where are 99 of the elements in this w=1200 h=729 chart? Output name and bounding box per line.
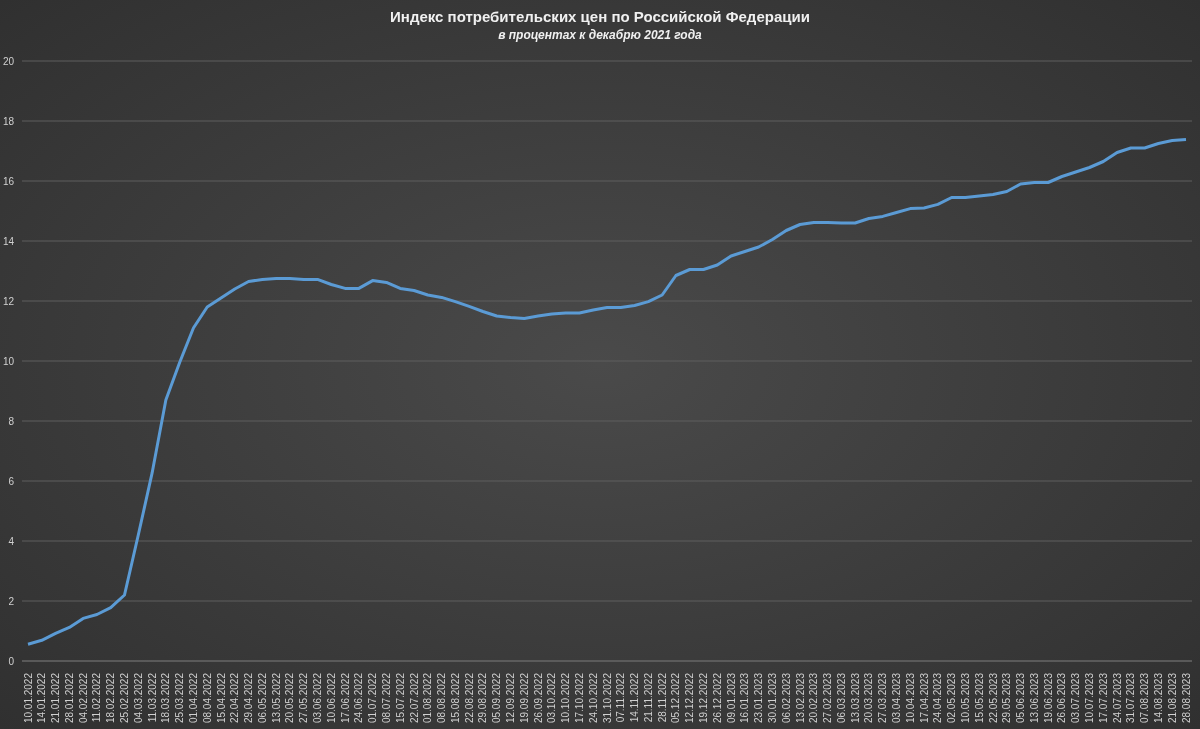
x-tick-label: 21.01.2022 <box>50 672 62 724</box>
x-tick-label: 10.01.2022 <box>22 672 34 724</box>
x-tick-label: 13.05.2022 <box>270 672 282 724</box>
x-tick-label: 28.08.2023 <box>1180 672 1192 724</box>
y-tick-label: 12 <box>2 295 15 307</box>
x-tick-label: 06.02.2023 <box>780 672 792 724</box>
x-tick-label: 18.03.2022 <box>160 672 172 724</box>
x-tick-label: 04.03.2022 <box>132 672 144 724</box>
x-tick-label: 25.03.2022 <box>174 672 186 724</box>
y-tick-label: 20 <box>2 55 15 67</box>
x-tick-label: 23.01.2023 <box>753 672 765 724</box>
x-tick-label: 06.05.2022 <box>256 672 268 724</box>
x-tick-label: 16.01.2023 <box>739 672 751 724</box>
x-tick-label: 13.02.2023 <box>794 672 806 724</box>
x-tick-label: 24.04.2023 <box>932 672 944 724</box>
x-tick-label: 19.12.2022 <box>698 672 709 724</box>
x-tick-label: 31.07.2023 <box>1125 672 1137 724</box>
x-tick-label: 17.04.2023 <box>918 672 930 724</box>
x-tick-label: 01.04.2022 <box>187 672 199 724</box>
x-tick-label: 08.04.2022 <box>201 672 213 724</box>
x-tick-label: 15.05.2023 <box>973 672 985 724</box>
x-tick-label: 17.10.2022 <box>573 672 585 724</box>
x-tick-label: 14.08.2023 <box>1152 672 1164 724</box>
x-tick-label: 13.06.2023 <box>1028 672 1040 724</box>
y-tick-label: 10 <box>2 355 15 367</box>
y-tick-label: 2 <box>8 595 15 607</box>
line-series <box>26 138 1188 646</box>
x-tick-label: 24.07.2023 <box>1111 672 1123 724</box>
x-tick-label: 20.03.2023 <box>863 672 875 724</box>
x-tick-label: 10.06.2022 <box>325 672 337 724</box>
x-tick-label: 27.02.2023 <box>822 672 834 724</box>
x-tick-label: 11.03.2022 <box>146 672 158 723</box>
x-tick-label: 28.11.2022 <box>656 672 668 723</box>
y-tick-label: 4 <box>8 535 15 547</box>
x-tick-label: 12.09.2022 <box>505 672 516 724</box>
x-tick-label: 03.07.2023 <box>1070 672 1082 724</box>
x-tick-label: 07.11.2022 <box>615 672 627 723</box>
x-tick-label: 10.05.2023 <box>959 672 971 724</box>
x-tick-label: 14.11.2022 <box>629 672 641 723</box>
x-tick-label: 15.07.2022 <box>394 672 406 724</box>
x-tick-label: 27.05.2022 <box>298 672 310 724</box>
x-tick-label: 11.02.2022 <box>91 672 103 723</box>
x-tick-label: 24.06.2022 <box>353 672 365 724</box>
x-tick-label: 19.06.2023 <box>1042 672 1054 724</box>
y-tick-label: 6 <box>8 475 15 487</box>
x-tick-label: 08.07.2022 <box>380 672 392 724</box>
x-tick-label: 07.08.2023 <box>1139 672 1151 724</box>
x-tick-label: 26.12.2022 <box>711 672 723 724</box>
x-tick-label: 15.04.2022 <box>215 672 227 724</box>
x-tick-label: 30.01.2023 <box>766 672 778 724</box>
x-tick-label: 01.07.2022 <box>367 672 379 724</box>
x-tick-label: 10.07.2023 <box>1084 672 1095 724</box>
x-tick-label: 01.08.2022 <box>422 672 434 724</box>
x-tick-label: 05.12.2022 <box>670 672 682 724</box>
y-tick-label: 8 <box>8 415 15 427</box>
x-tick-label: 29.04.2022 <box>243 672 255 724</box>
x-tick-label: 05.06.2023 <box>1015 672 1027 724</box>
chart-title: Индекс потребительских цен по Российской Федерации <box>389 8 811 25</box>
x-tick-label: 29.05.2023 <box>1001 672 1013 724</box>
x-tick-label: 22.07.2022 <box>408 672 420 724</box>
x-tick-label: 24.10.2022 <box>587 672 599 724</box>
x-tick-label: 27.03.2023 <box>877 672 889 724</box>
chart-subtitle: в процентах к декабрю 2021 года <box>497 28 703 42</box>
y-tick-label: 18 <box>2 115 15 127</box>
x-tick-label: 17.07.2023 <box>1097 672 1109 724</box>
x-tick-label: 13.03.2023 <box>849 672 861 724</box>
x-tick-label: 08.08.2022 <box>436 672 448 724</box>
x-tick-label: 21.08.2023 <box>1166 672 1178 724</box>
x-tick-label: 25.02.2022 <box>119 672 130 724</box>
x-tick-label: 26.09.2022 <box>532 672 544 724</box>
x-tick-label: 10.10.2022 <box>560 672 572 724</box>
x-tick-label: 12.12.2022 <box>684 672 696 724</box>
x-tick-label: 05.09.2022 <box>491 672 503 724</box>
x-tick-label: 17.06.2022 <box>339 672 351 724</box>
x-tick-label: 22.08.2022 <box>463 672 475 724</box>
x-tick-label: 02.05.2023 <box>946 672 958 724</box>
x-tick-label: 03.10.2022 <box>546 672 558 724</box>
x-tick-label: 15.08.2022 <box>449 672 461 724</box>
x-tick-label: 21.11.2022 <box>642 672 654 723</box>
x-tick-label: 18.02.2022 <box>105 672 117 724</box>
x-tick-label: 03.06.2022 <box>312 672 323 724</box>
x-tick-label: 10.04.2023 <box>904 672 916 724</box>
x-tick-label: 14.01.2022 <box>36 672 48 724</box>
x-tick-label: 22.05.2023 <box>987 672 999 724</box>
x-tick-label: 29.08.2022 <box>477 672 489 724</box>
x-tick-label: 22.04.2022 <box>229 672 241 724</box>
x-tick-label: 20.05.2022 <box>284 672 296 724</box>
x-tick-label: 09.01.2023 <box>725 672 737 724</box>
x-tick-label: 03.04.2023 <box>891 672 902 724</box>
x-tick-label: 06.03.2023 <box>835 672 847 724</box>
x-tick-label: 31.10.2022 <box>601 672 613 724</box>
x-tick-label: 28.01.2022 <box>63 672 75 724</box>
y-tick-label: 16 <box>2 175 15 187</box>
x-tick-label: 20.02.2023 <box>808 672 820 724</box>
y-tick-label: 14 <box>2 235 15 247</box>
x-tick-label: 26.06.2023 <box>1056 672 1068 724</box>
y-tick-label: 0 <box>8 655 15 667</box>
x-tick-label: 19.09.2022 <box>518 672 530 724</box>
x-tick-label: 04.02.2022 <box>77 672 89 724</box>
